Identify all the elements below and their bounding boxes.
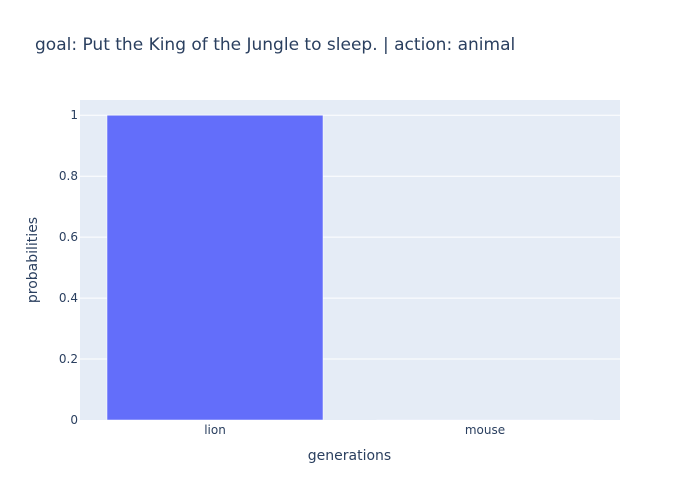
bar-mouse <box>376 419 594 421</box>
y-tick-label: 0.8 <box>59 169 78 183</box>
y-axis-title: probabilities <box>25 217 41 303</box>
x-axis-title: generations <box>308 448 391 464</box>
y-tick-label: 0 <box>70 413 78 427</box>
bar-lion <box>106 114 324 421</box>
x-axis-tick-labels: lion mouse <box>204 423 505 437</box>
bars <box>106 114 594 421</box>
chart-title: goal: Put the King of the Jungle to slee… <box>35 35 515 55</box>
y-tick-label: 1 <box>70 108 78 122</box>
y-axis-tick-labels: 0 0.2 0.4 0.6 0.8 1 <box>59 108 78 427</box>
x-tick-label: mouse <box>465 423 505 437</box>
y-tick-label: 0.2 <box>59 352 78 366</box>
y-tick-label: 0.4 <box>59 291 78 305</box>
y-tick-label: 0.6 <box>59 230 78 244</box>
x-tick-label: lion <box>204 423 226 437</box>
